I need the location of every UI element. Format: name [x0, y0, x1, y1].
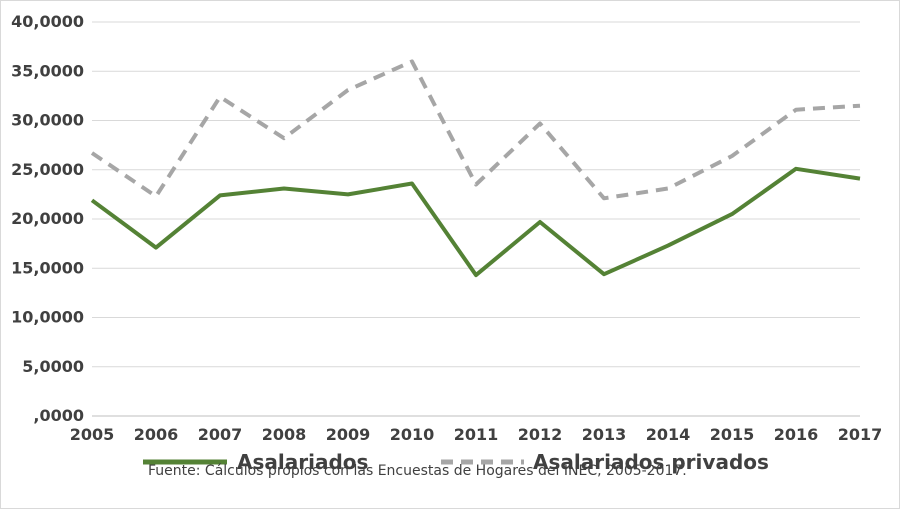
x-tick-label: 2013 [582, 425, 627, 444]
series-line-2 [90, 59, 861, 201]
y-tick-label: 15,0000 [11, 258, 84, 277]
y-tick-label: 5,0000 [22, 357, 84, 376]
legend-label-2: Asalariados privados [533, 450, 769, 474]
x-tick-label: 2016 [774, 425, 819, 444]
y-tick-label: 35,0000 [11, 61, 84, 80]
x-tick-label: 2010 [390, 425, 435, 444]
x-tick-label: 2008 [262, 425, 307, 444]
legend-label-1: Asalariados [237, 450, 368, 474]
x-tick-label: 2012 [518, 425, 563, 444]
x-tick-label: 2005 [70, 425, 115, 444]
y-tick-label: 20,0000 [11, 209, 84, 228]
x-tick-label: 2007 [198, 425, 243, 444]
y-tick-label: 25,0000 [11, 160, 84, 179]
x-tick-label: 2009 [326, 425, 371, 444]
y-tick-label: ,0000 [33, 406, 84, 425]
y-tick-label: 10,0000 [11, 308, 84, 327]
y-tick-label: 30,0000 [11, 111, 84, 130]
x-tick-label: 2015 [710, 425, 755, 444]
x-tick-label: 2017 [838, 425, 883, 444]
x-tick-label: 2006 [134, 425, 179, 444]
y-tick-label: 40,0000 [11, 12, 84, 31]
x-tick-label: 2011 [454, 425, 499, 444]
source-note: Fuente: Cálculos propios con las Encuest… [148, 463, 687, 479]
series-line-1 [90, 166, 861, 278]
x-tick-label: 2014 [646, 425, 691, 444]
